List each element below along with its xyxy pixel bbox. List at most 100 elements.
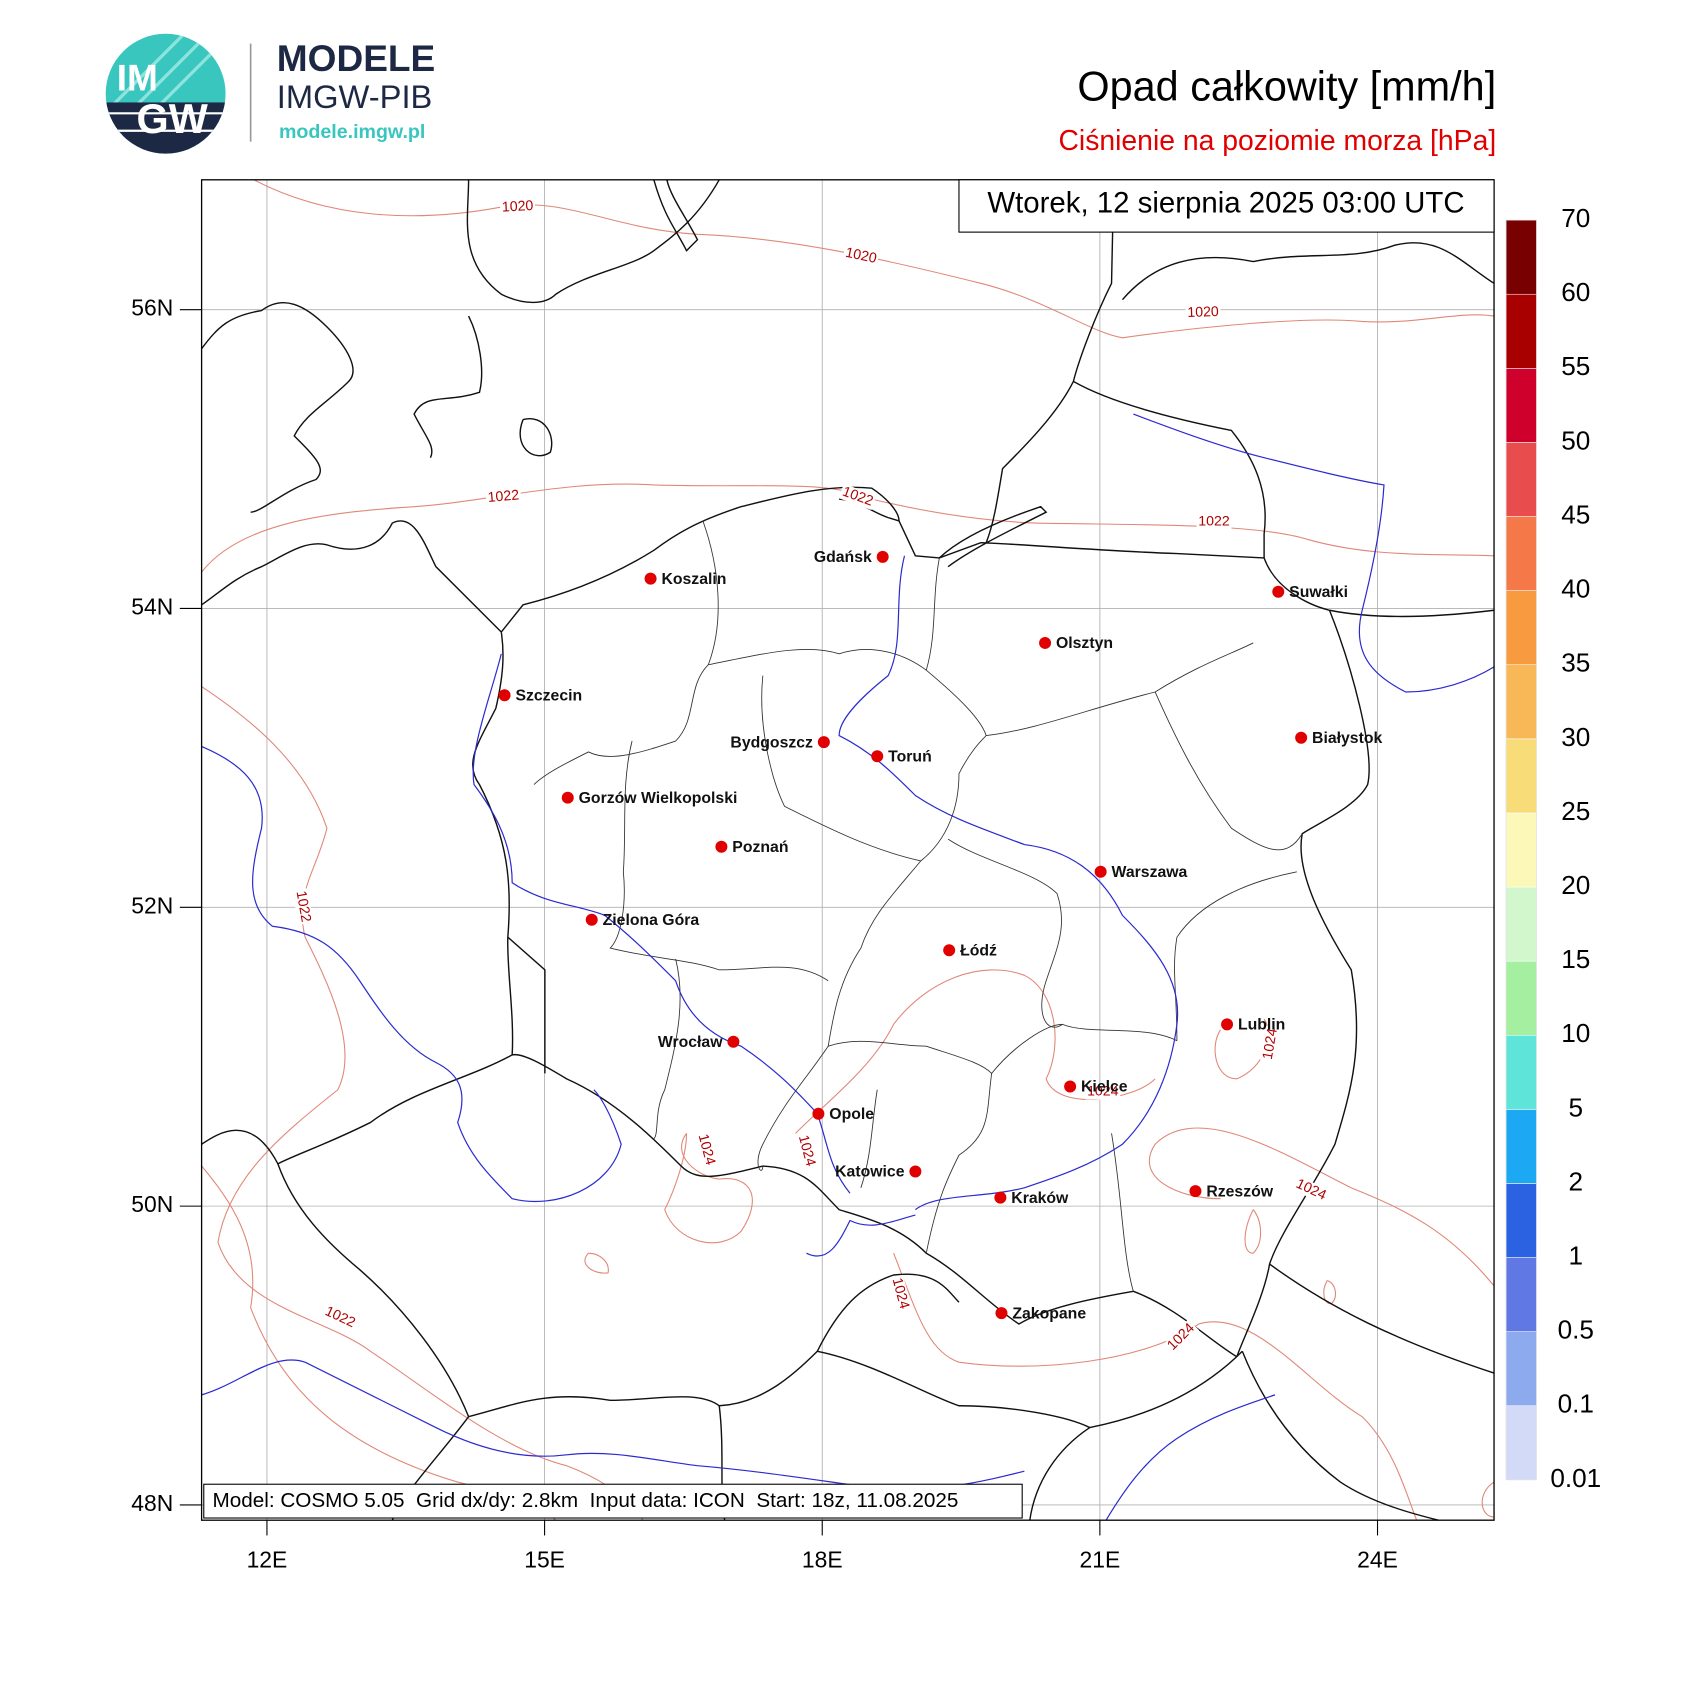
city-marker [994,1191,1007,1204]
isobar-label: 1020 [844,245,878,267]
isobar-label-bg [1291,1175,1330,1205]
map-background [201,179,1495,1521]
isobar-label: 1022 [1198,514,1230,530]
colorbar-label: 10 [1561,1018,1590,1048]
city-marker [943,944,956,957]
colorbar-frame [1505,219,1537,1481]
colorbar-bin [1505,886,1537,962]
time-box [958,179,1495,233]
colorbar-bin [1505,1183,1537,1258]
colorbar-bin [1505,368,1537,443]
city-label: Katowice [835,1164,905,1181]
city-label: Szczecin [515,688,582,705]
city-label: Suwałki [1289,584,1348,601]
city-marker [1295,731,1308,744]
colorbar-bin [1505,219,1537,295]
colorbar-label: 45 [1561,499,1590,529]
logo: IM GW MODELE IMGW-PIB modele.imgw.pl [105,33,435,154]
colorbar-bin [1505,960,1537,1036]
chart-title: Opad całkowity [mm/h] [1077,63,1496,109]
x-tick-label: 21E [1080,1547,1121,1573]
colorbar-label: 15 [1561,944,1590,974]
city-marker [871,750,884,763]
isobar-label-bg [292,888,314,926]
colorbar-label: 5 [1568,1092,1583,1122]
colorbar-bin [1505,590,1537,666]
city-label: Łódź [960,943,997,960]
isobar-label-bg [888,1274,913,1313]
valid-time: Wtorek, 12 sierpnia 2025 03:00 UTC [987,187,1464,220]
regional-borders [533,520,1303,1292]
isobar-label: 1024 [889,1276,913,1311]
footer-box [203,1483,1023,1519]
isobar-label-bg [694,1130,719,1169]
city-marker [1189,1185,1202,1198]
y-tick-label: 48N [131,1490,173,1516]
org: IMGW-PIB [277,78,433,115]
footer: Model: COSMO 5.05 Grid dx/dy: 2.8km Inpu… [213,1489,959,1512]
city-label: Gorzów Wielkopolski [579,790,738,807]
brand: MODELE [277,37,435,79]
isobar-label-bg [499,198,536,216]
city-label: Gdańsk [814,549,872,566]
colorbar-label: 70 [1561,203,1590,233]
city-marker [1272,585,1285,598]
city-label: Toruń [888,749,932,766]
city-label: Koszalin [661,571,726,588]
city-marker [1221,1018,1234,1031]
city-marker [727,1035,740,1048]
isobar-label-bg [838,483,877,511]
city-marker [812,1107,825,1120]
city-marker [876,550,889,563]
url: modele.imgw.pl [279,121,425,143]
colorbar-label: 35 [1561,648,1590,678]
city-marker [817,736,830,749]
x-tick-label: 15E [524,1547,565,1573]
x-tick-label: 24E [1357,1547,1398,1573]
chart-subtitle: Ciśnienie na poziomie morza [hPa] [1058,125,1496,157]
colorbar-label: 50 [1561,425,1590,455]
colorbar-bin [1505,812,1537,888]
colorbar-bin [1505,1405,1537,1481]
city-marker [909,1165,922,1178]
colorbar-bin [1505,1331,1537,1407]
city-label: Rzeszów [1206,1183,1273,1200]
colorbar-label: 30 [1561,722,1590,752]
city-label: Lublin [1238,1017,1285,1034]
city-label: Bydgoszcz [730,734,813,751]
colorbar-label: 0.01 [1550,1463,1601,1493]
y-tick-label: 52N [131,892,173,918]
colorbar-bin [1505,1109,1537,1184]
colorbar-label: 60 [1561,277,1590,307]
y-tick-label: 56N [131,295,173,321]
isobar-label-bg [1196,514,1232,530]
city-label: Wrocław [658,1034,723,1051]
colorbar-bin [1505,442,1537,517]
colorbar-label: 40 [1561,574,1590,604]
city-label: Opole [829,1106,874,1123]
isobar-label-bg [1163,1319,1200,1355]
colorbar-bin [1505,1257,1537,1332]
city-marker [1039,636,1052,649]
colorbar-bin [1505,664,1537,740]
isobar-label-bg [485,487,522,507]
isobar-label-bg [794,1131,819,1170]
isobar-label: 1020 [501,198,533,216]
city-label: Zakopane [1012,1305,1086,1322]
city-label: Warszawa [1112,864,1188,881]
colorbar-label: 55 [1561,351,1590,381]
city-label: Poznań [732,839,788,856]
city-marker [995,1307,1008,1320]
map-frame [200,179,1495,1521]
colorbar-label: 0.5 [1558,1315,1594,1345]
city-label: Zielona Góra [603,912,700,929]
isobar-label-bg [1085,1084,1121,1100]
city-label: Kielce [1081,1079,1128,1096]
y-tick-label: 54N [131,594,173,620]
colorbar-bin [1505,1034,1537,1110]
city-marker [644,572,657,585]
city-marker [1064,1080,1077,1093]
y-tick-label: 50N [131,1191,173,1217]
